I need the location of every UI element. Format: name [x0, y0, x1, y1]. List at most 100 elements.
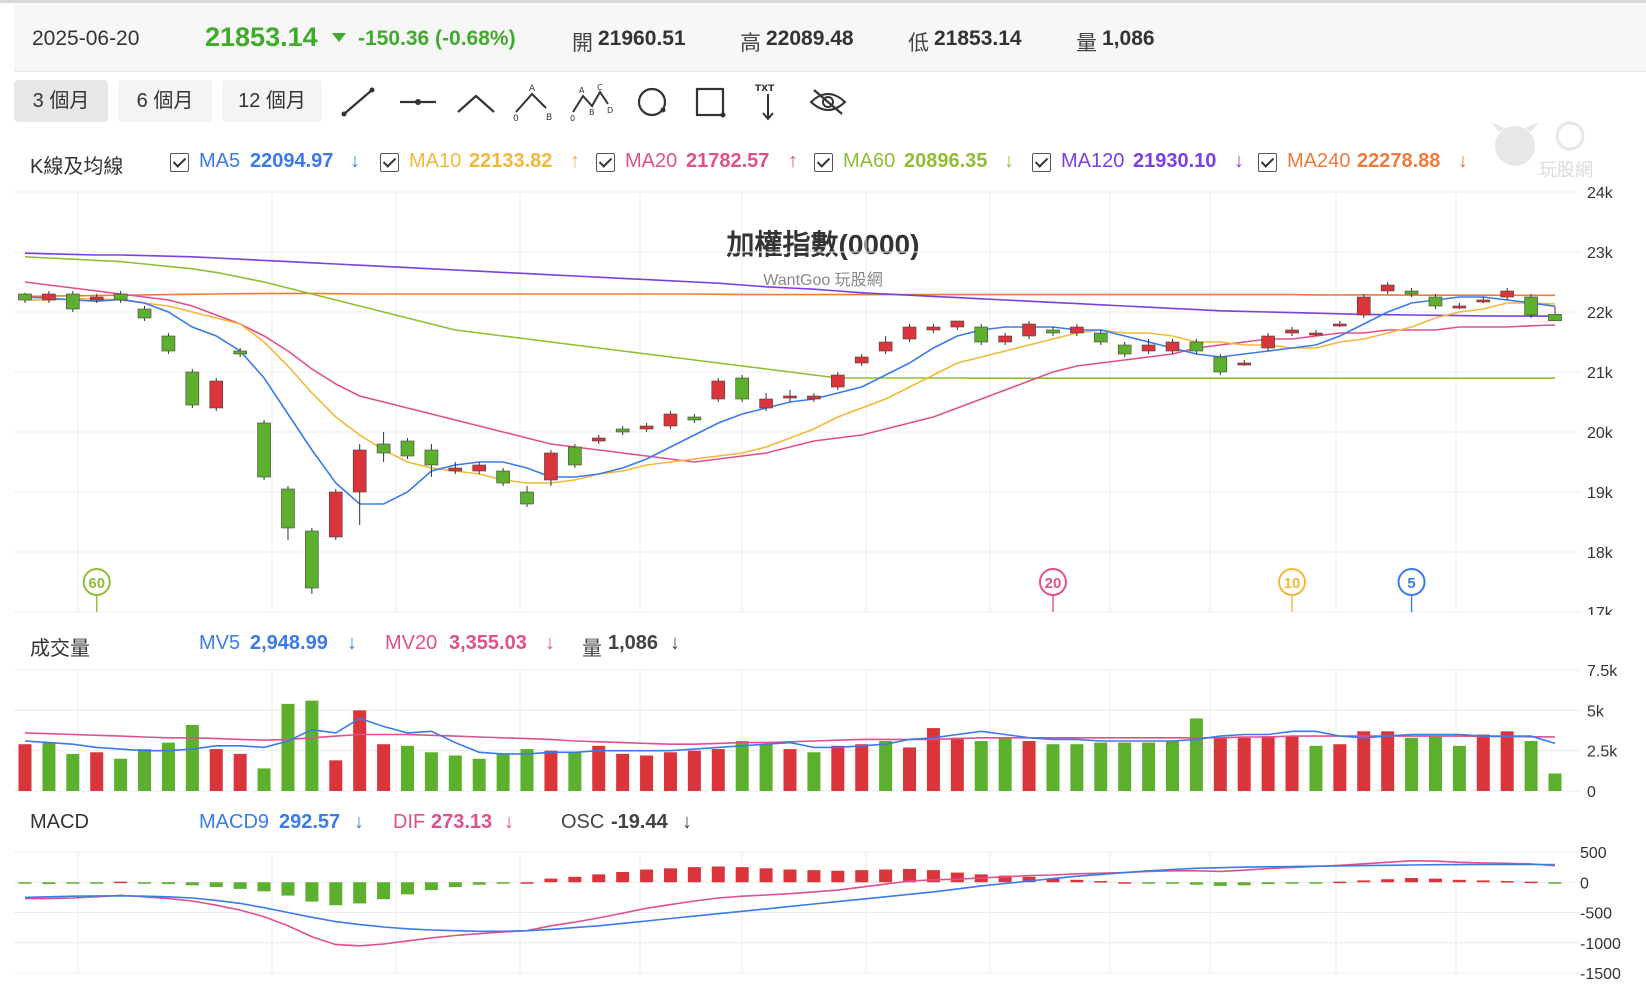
open-label: 開 — [572, 32, 593, 55]
checkbox-icon[interactable] — [814, 153, 833, 172]
osc-bar — [735, 867, 749, 883]
vol-label: 量 — [582, 638, 602, 660]
chart-subtitle: WantGoo 玩股網 — [763, 272, 883, 289]
candle — [902, 326, 917, 340]
y-tick-label: 23k — [1587, 245, 1614, 262]
horizontal-line-tool-icon[interactable] — [396, 82, 440, 122]
volume-bar — [1381, 731, 1395, 791]
osc-bar — [496, 882, 510, 884]
ma20-toggle[interactable] — [596, 150, 615, 175]
macd-chart[interactable]: 500 0 -500 -1000 -1500 — [0, 838, 1646, 984]
volume-bar — [42, 742, 56, 791]
circle-tool-icon[interactable] — [630, 82, 674, 122]
ma240-trend-icon: ↓ — [1458, 150, 1468, 172]
candle — [257, 422, 271, 478]
candlestick-chart[interactable]: 24k 23k 22k 21k 20k 19k 18k 17k 60 20 10 5 — [0, 185, 1646, 615]
candle — [878, 341, 893, 352]
abcd-pattern-tool-icon[interactable]: A C 0 B D — [570, 82, 614, 123]
mv20-label: MV20 — [385, 632, 438, 654]
ma120-toggle[interactable] — [1032, 150, 1051, 175]
volume-bar — [1142, 742, 1156, 791]
candle — [305, 530, 319, 589]
candle — [1333, 323, 1347, 327]
line-tool-icon[interactable] — [336, 82, 380, 122]
osc-bar — [998, 875, 1012, 883]
candle — [1428, 296, 1443, 307]
y-tick-label: 7.5k — [1587, 663, 1618, 680]
vol-trend-icon: ↓ — [670, 632, 680, 654]
volume-legend: 成交量 MV5 2,948.99 ↓ MV20 3,355.03 ↓ 量 1,0… — [14, 632, 1014, 662]
candle — [1524, 296, 1538, 316]
svg-text:A: A — [579, 86, 585, 95]
period-12m-button[interactable]: 12 個月 — [222, 80, 322, 122]
volume-bar — [281, 703, 295, 791]
volume-bar — [1046, 744, 1060, 791]
ma60-trend-icon: ↓ — [1004, 150, 1014, 172]
ma240-toggle[interactable] — [1258, 150, 1277, 175]
candle — [161, 335, 176, 352]
osc-bar — [855, 870, 869, 883]
period-3m-button[interactable]: 3 個月 — [14, 80, 108, 122]
osc-bar — [185, 882, 199, 886]
osc-bar — [1333, 881, 1347, 884]
volume-bar — [1548, 773, 1562, 791]
candle — [1093, 332, 1108, 343]
mv5-label: MV5 — [199, 632, 241, 654]
candle — [448, 467, 463, 472]
osc-bar — [42, 882, 56, 885]
checkbox-icon[interactable] — [170, 153, 189, 172]
mv5-value: 2,948.99 — [250, 632, 328, 654]
svg-text:0: 0 — [570, 114, 575, 122]
last-price: 21853.14 — [205, 22, 318, 52]
osc-bar — [663, 868, 677, 883]
volume-chart[interactable]: 7.5k 5k 2.5k 0 — [0, 660, 1646, 800]
volume-bar — [903, 747, 917, 791]
mv5-trend-icon: ↓ — [347, 632, 357, 654]
ma5-toggle[interactable] — [170, 150, 189, 175]
candle — [1070, 326, 1084, 334]
volume-bar — [1166, 740, 1179, 791]
ma10-toggle[interactable] — [380, 150, 399, 175]
candle — [950, 320, 965, 328]
volume-bar — [1285, 736, 1299, 791]
volume-bar — [1524, 740, 1538, 791]
volume-bar — [663, 752, 677, 791]
osc-bar — [1476, 880, 1490, 883]
volume-bar — [1213, 737, 1227, 791]
ma-marker — [1038, 568, 1067, 596]
osc-bar — [401, 882, 414, 895]
checkbox-icon[interactable] — [380, 153, 399, 172]
ma120-trend-icon: ↓ — [1234, 150, 1244, 172]
osc-bar — [592, 874, 606, 883]
hide-drawings-icon[interactable] — [806, 82, 850, 122]
ma120-label: MA120 — [1061, 150, 1125, 172]
ma20-line — [24, 281, 1556, 463]
osc-bar — [616, 871, 630, 883]
checkbox-icon[interactable] — [1032, 153, 1051, 172]
volume-bar — [496, 753, 510, 791]
candle — [66, 293, 80, 310]
candle — [831, 374, 845, 388]
candle — [1189, 341, 1204, 352]
ma60-toggle[interactable] — [814, 150, 833, 175]
osc-bar — [1142, 882, 1156, 884]
dif-label: DIF — [393, 811, 426, 833]
ma120-line — [24, 252, 1556, 317]
checkbox-icon[interactable] — [1258, 153, 1277, 172]
osc-label: OSC — [561, 811, 605, 833]
period-6m-button[interactable]: 6 個月 — [118, 80, 212, 122]
candle — [1380, 284, 1395, 292]
abc-pattern-tool-icon[interactable]: A 0 B — [512, 82, 556, 124]
candle — [854, 356, 869, 364]
candle — [615, 428, 630, 433]
volume-bar — [974, 740, 988, 791]
checkbox-icon[interactable] — [596, 153, 615, 172]
osc-bar — [281, 882, 295, 896]
angle-tool-icon[interactable] — [454, 82, 498, 122]
osc-bar — [568, 876, 582, 883]
text-tool-icon[interactable]: TXT — [746, 82, 790, 122]
rectangle-tool-icon[interactable] — [688, 82, 732, 122]
osc-bar — [138, 882, 152, 884]
candle — [687, 416, 702, 421]
osc-bar — [18, 882, 32, 884]
